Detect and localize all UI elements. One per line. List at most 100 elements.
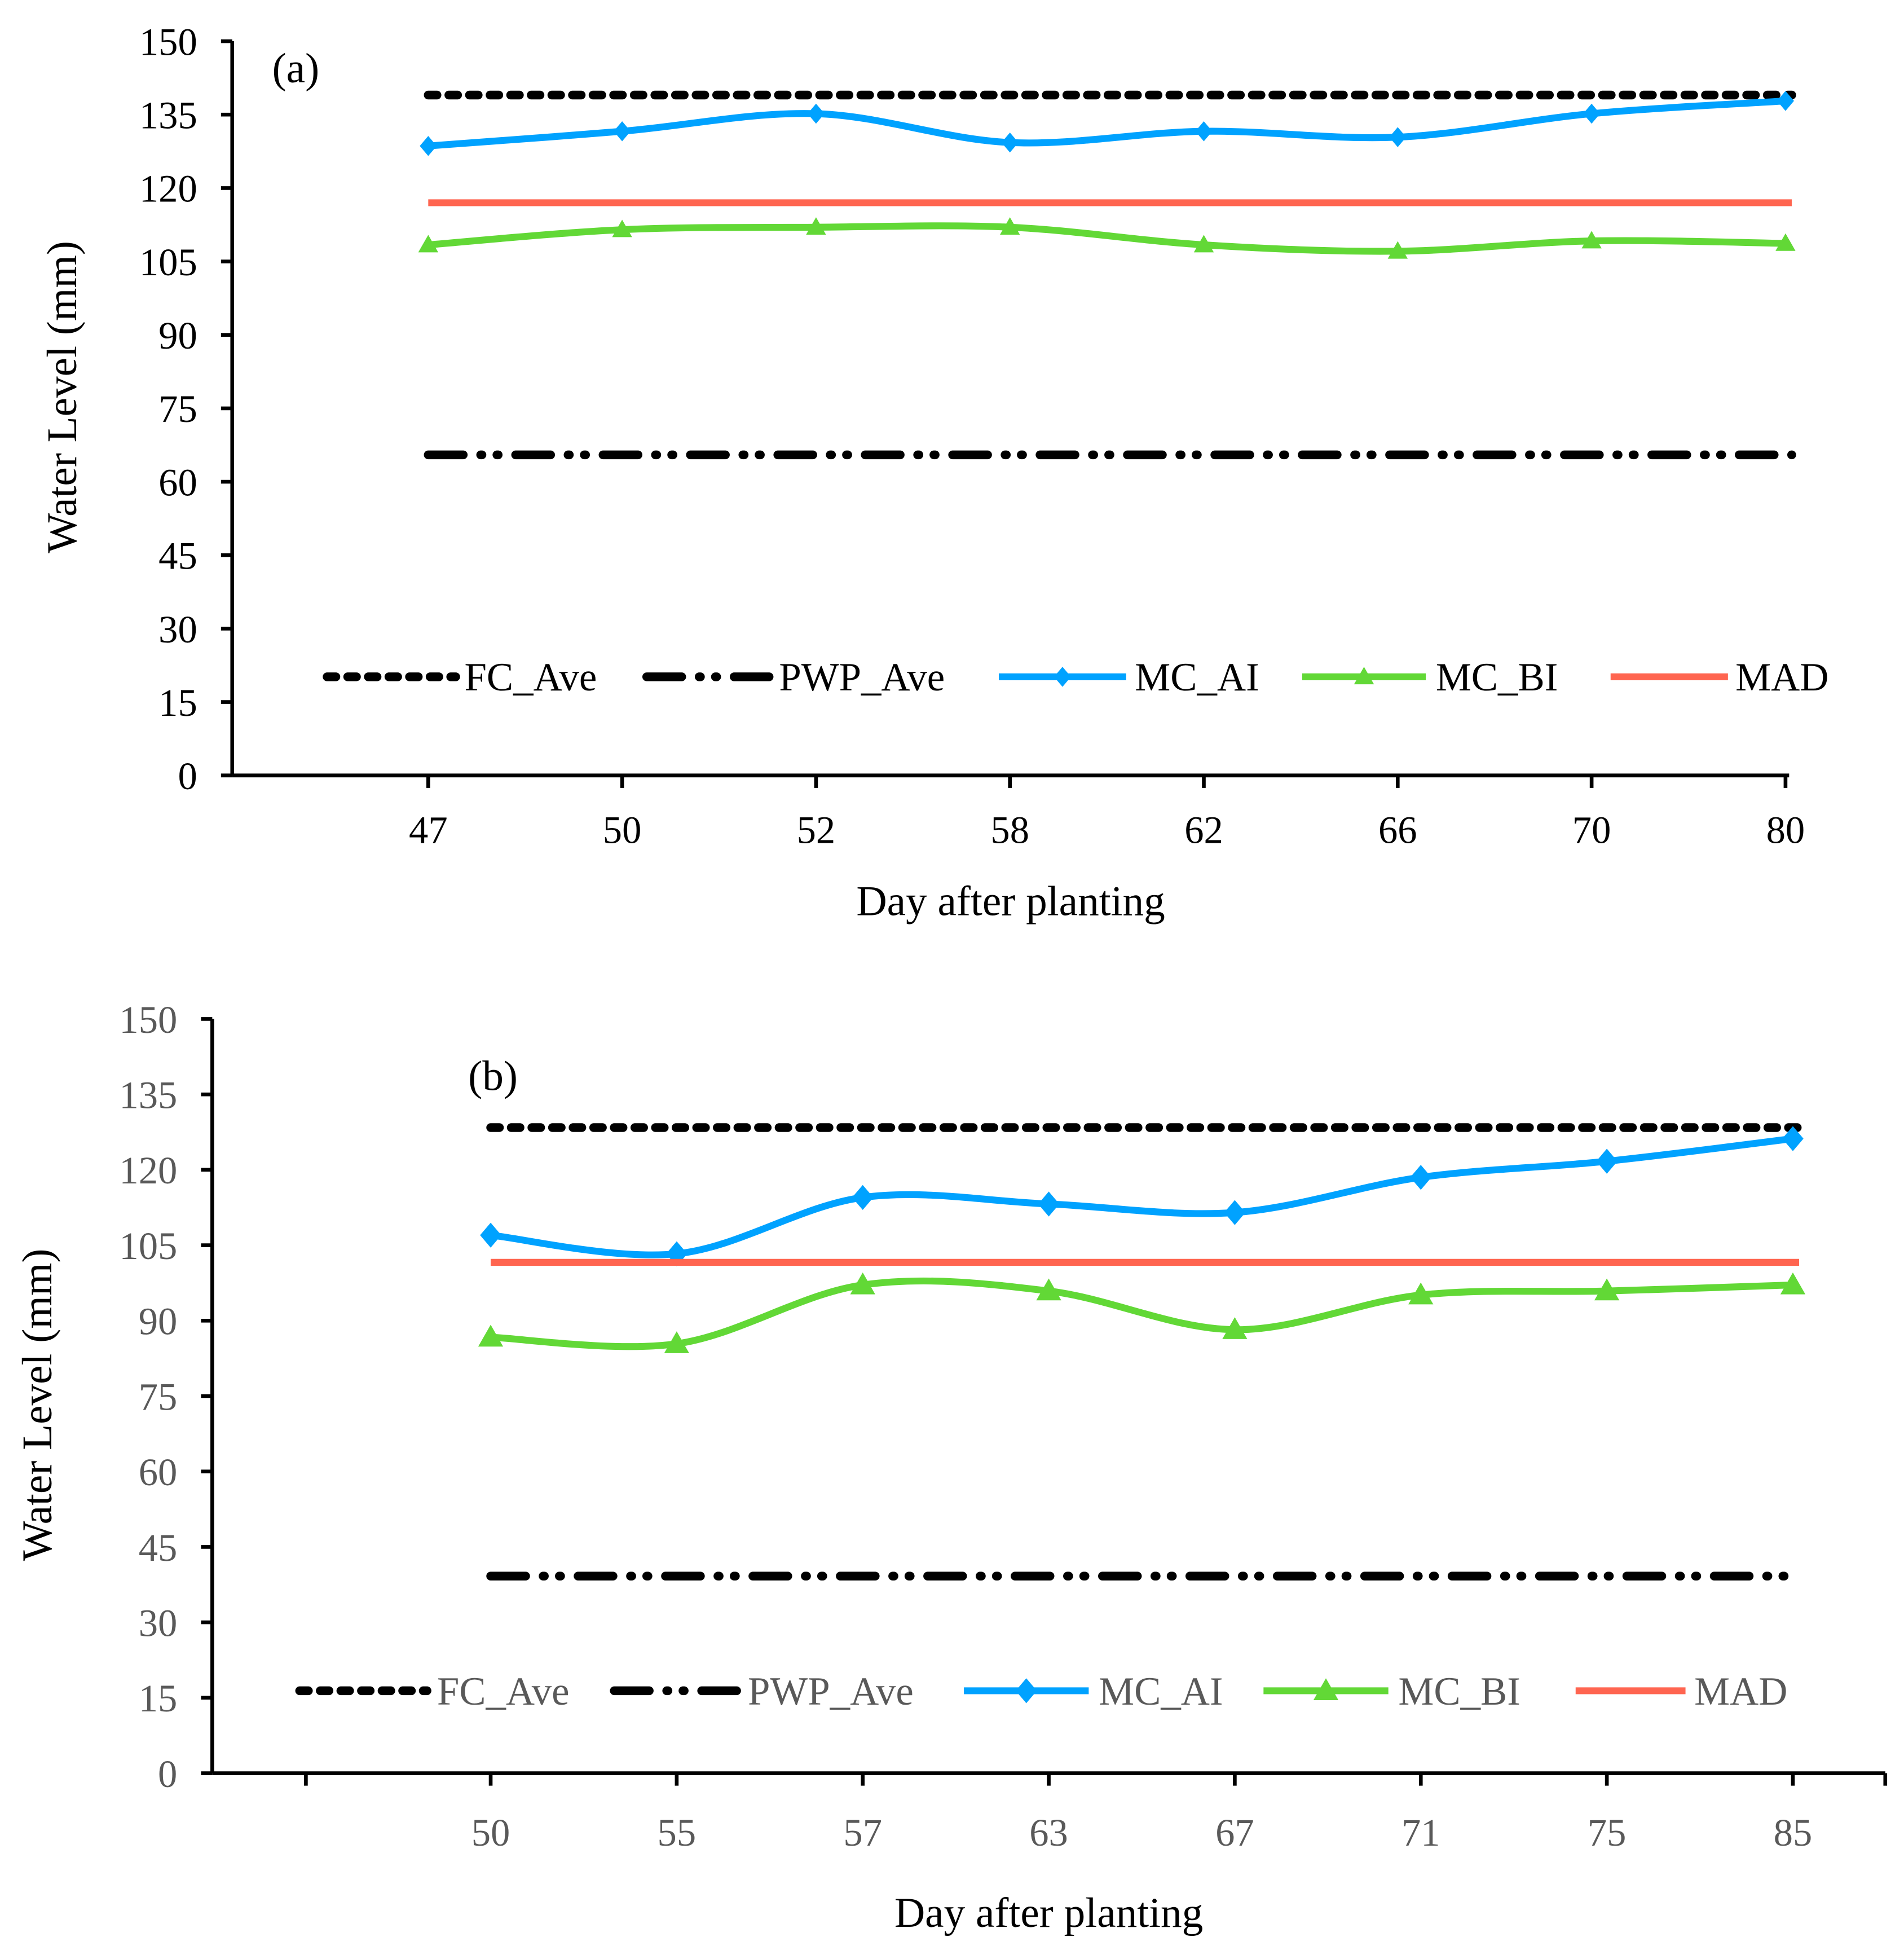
legend-item-mc-bi: MC_BI: [1302, 655, 1558, 699]
y-tick-label: 15: [158, 681, 197, 724]
triangle-marker: [418, 235, 439, 253]
diamond-marker: [852, 1185, 874, 1211]
diamond-marker: [1389, 127, 1407, 147]
y-tick-label: 150: [139, 20, 197, 63]
y-tick-label: 75: [158, 388, 197, 430]
y-tick-label: 135: [119, 1073, 177, 1116]
diamond-marker: [1777, 91, 1794, 111]
diamond-marker: [1782, 1126, 1804, 1151]
diamond-marker: [1038, 1191, 1060, 1217]
triangle-marker: [478, 1324, 504, 1347]
diamond-marker: [1195, 121, 1213, 142]
triangle-marker: [1780, 1272, 1806, 1295]
triangle-marker: [1193, 235, 1214, 253]
y-tick-label: 90: [158, 314, 197, 357]
diamond-marker: [1596, 1148, 1617, 1174]
y-tick-label: 90: [139, 1300, 178, 1343]
x-tick-label: 67: [1215, 1811, 1254, 1854]
y-tick-label: 135: [139, 94, 197, 137]
series-line: [490, 1135, 1793, 1258]
legend-item-pwp-ave: PWP_Ave: [642, 655, 945, 699]
legend-item-mad: MAD: [1575, 1670, 1787, 1714]
y-tick-label: 15: [139, 1677, 178, 1720]
y-tick-label: 0: [178, 755, 197, 798]
x-tick-label: 80: [1766, 808, 1805, 851]
diamond-marker: [807, 103, 825, 124]
series-mc-bi: [418, 217, 1796, 259]
x-tick-label: 71: [1401, 1811, 1440, 1854]
y-tick-label: 120: [139, 168, 197, 210]
x-axis-title: Day after planting: [856, 878, 1165, 925]
diamond-marker: [1054, 667, 1071, 687]
y-tick-label: 30: [139, 1601, 178, 1644]
legend-item-mad: MAD: [1610, 655, 1828, 699]
legend-label: PWP_Ave: [779, 655, 945, 699]
diamond-marker: [1224, 1200, 1246, 1225]
legend-label: MC_AI: [1135, 655, 1259, 699]
triangle-marker: [850, 1272, 875, 1295]
series-mc-ai: [480, 1126, 1804, 1266]
triangle-marker: [1581, 231, 1602, 249]
legend-label: MC_AI: [1099, 1670, 1223, 1714]
diamond-marker: [420, 136, 437, 156]
x-tick-label: 55: [658, 1811, 697, 1854]
panel-label: (b): [468, 1053, 518, 1100]
legend-item-mc-ai: MC_AI: [999, 655, 1259, 699]
series-line: [427, 222, 1786, 255]
y-axis-title: Water Level (mm): [39, 241, 86, 553]
x-tick-label: 57: [843, 1811, 882, 1854]
diamond-marker: [1015, 1678, 1037, 1704]
diamond-marker: [1583, 103, 1601, 124]
chart-panel-b: 0 15 30 45 60 75 90 105 120 135 150 50 55 57 63 67 71 75 8…: [14, 998, 1888, 1936]
legend-label: MC_BI: [1398, 1670, 1520, 1714]
diamond-marker: [1001, 132, 1019, 153]
x-tick-label: 50: [603, 808, 642, 851]
y-tick-label: 120: [119, 1149, 177, 1192]
x-tick-label: 66: [1378, 808, 1417, 851]
legend-label: FC_Ave: [437, 1670, 570, 1714]
series-line: [427, 97, 1786, 149]
triangle-marker: [1408, 1282, 1434, 1305]
x-tick-label: 50: [471, 1811, 510, 1854]
triangle-marker: [612, 219, 632, 237]
y-tick-label: 45: [158, 535, 197, 578]
y-tick-label: 60: [158, 461, 197, 504]
series-mc-ai: [420, 91, 1794, 156]
diamond-marker: [614, 121, 631, 142]
y-tick-label: 30: [158, 608, 197, 651]
legend-label: FC_Ave: [465, 655, 597, 699]
y-tick-label: 60: [139, 1451, 178, 1494]
y-tick-label: 105: [119, 1225, 177, 1267]
triangle-marker: [1313, 1678, 1339, 1701]
x-tick-label: 75: [1588, 1811, 1627, 1854]
triangle-marker: [1036, 1278, 1061, 1301]
y-tick-label: 45: [139, 1526, 178, 1569]
chart-panel-a: 0 15 30 45 60 75 90 105 120 135 150 47 50 52 58 62 66 70 8…: [39, 20, 1828, 925]
x-tick-label: 52: [797, 808, 836, 851]
x-tick-label: 58: [990, 808, 1029, 851]
legend-label: MAD: [1694, 1670, 1787, 1714]
triangle-marker: [1594, 1278, 1620, 1301]
x-tick-label: 47: [409, 808, 448, 851]
diamond-marker: [1410, 1165, 1432, 1190]
x-axis-title: Day after planting: [894, 1890, 1203, 1936]
diamond-marker: [480, 1222, 501, 1248]
legend-item-mc-ai: MC_AI: [964, 1670, 1223, 1714]
triangle-marker: [1387, 241, 1408, 259]
x-tick-label: 70: [1572, 808, 1611, 851]
triangle-marker: [1775, 233, 1796, 251]
y-axis-title: Water Level (mm): [14, 1249, 61, 1561]
series-line: [490, 1277, 1793, 1350]
legend-item-fc-ave: FC_Ave: [323, 655, 597, 699]
legend-label: MC_BI: [1436, 655, 1558, 699]
y-tick-label: 150: [119, 998, 177, 1041]
x-tick-label: 63: [1029, 1811, 1068, 1854]
triangle-marker: [1222, 1317, 1248, 1339]
legend-label: PWP_Ave: [748, 1670, 914, 1714]
x-tick-label: 62: [1184, 808, 1223, 851]
y-tick-label: 105: [139, 241, 197, 284]
triangle-marker: [1354, 667, 1374, 685]
legend-item-pwp-ave: PWP_Ave: [610, 1670, 914, 1714]
legend-item-mc-bi: MC_BI: [1263, 1670, 1520, 1714]
